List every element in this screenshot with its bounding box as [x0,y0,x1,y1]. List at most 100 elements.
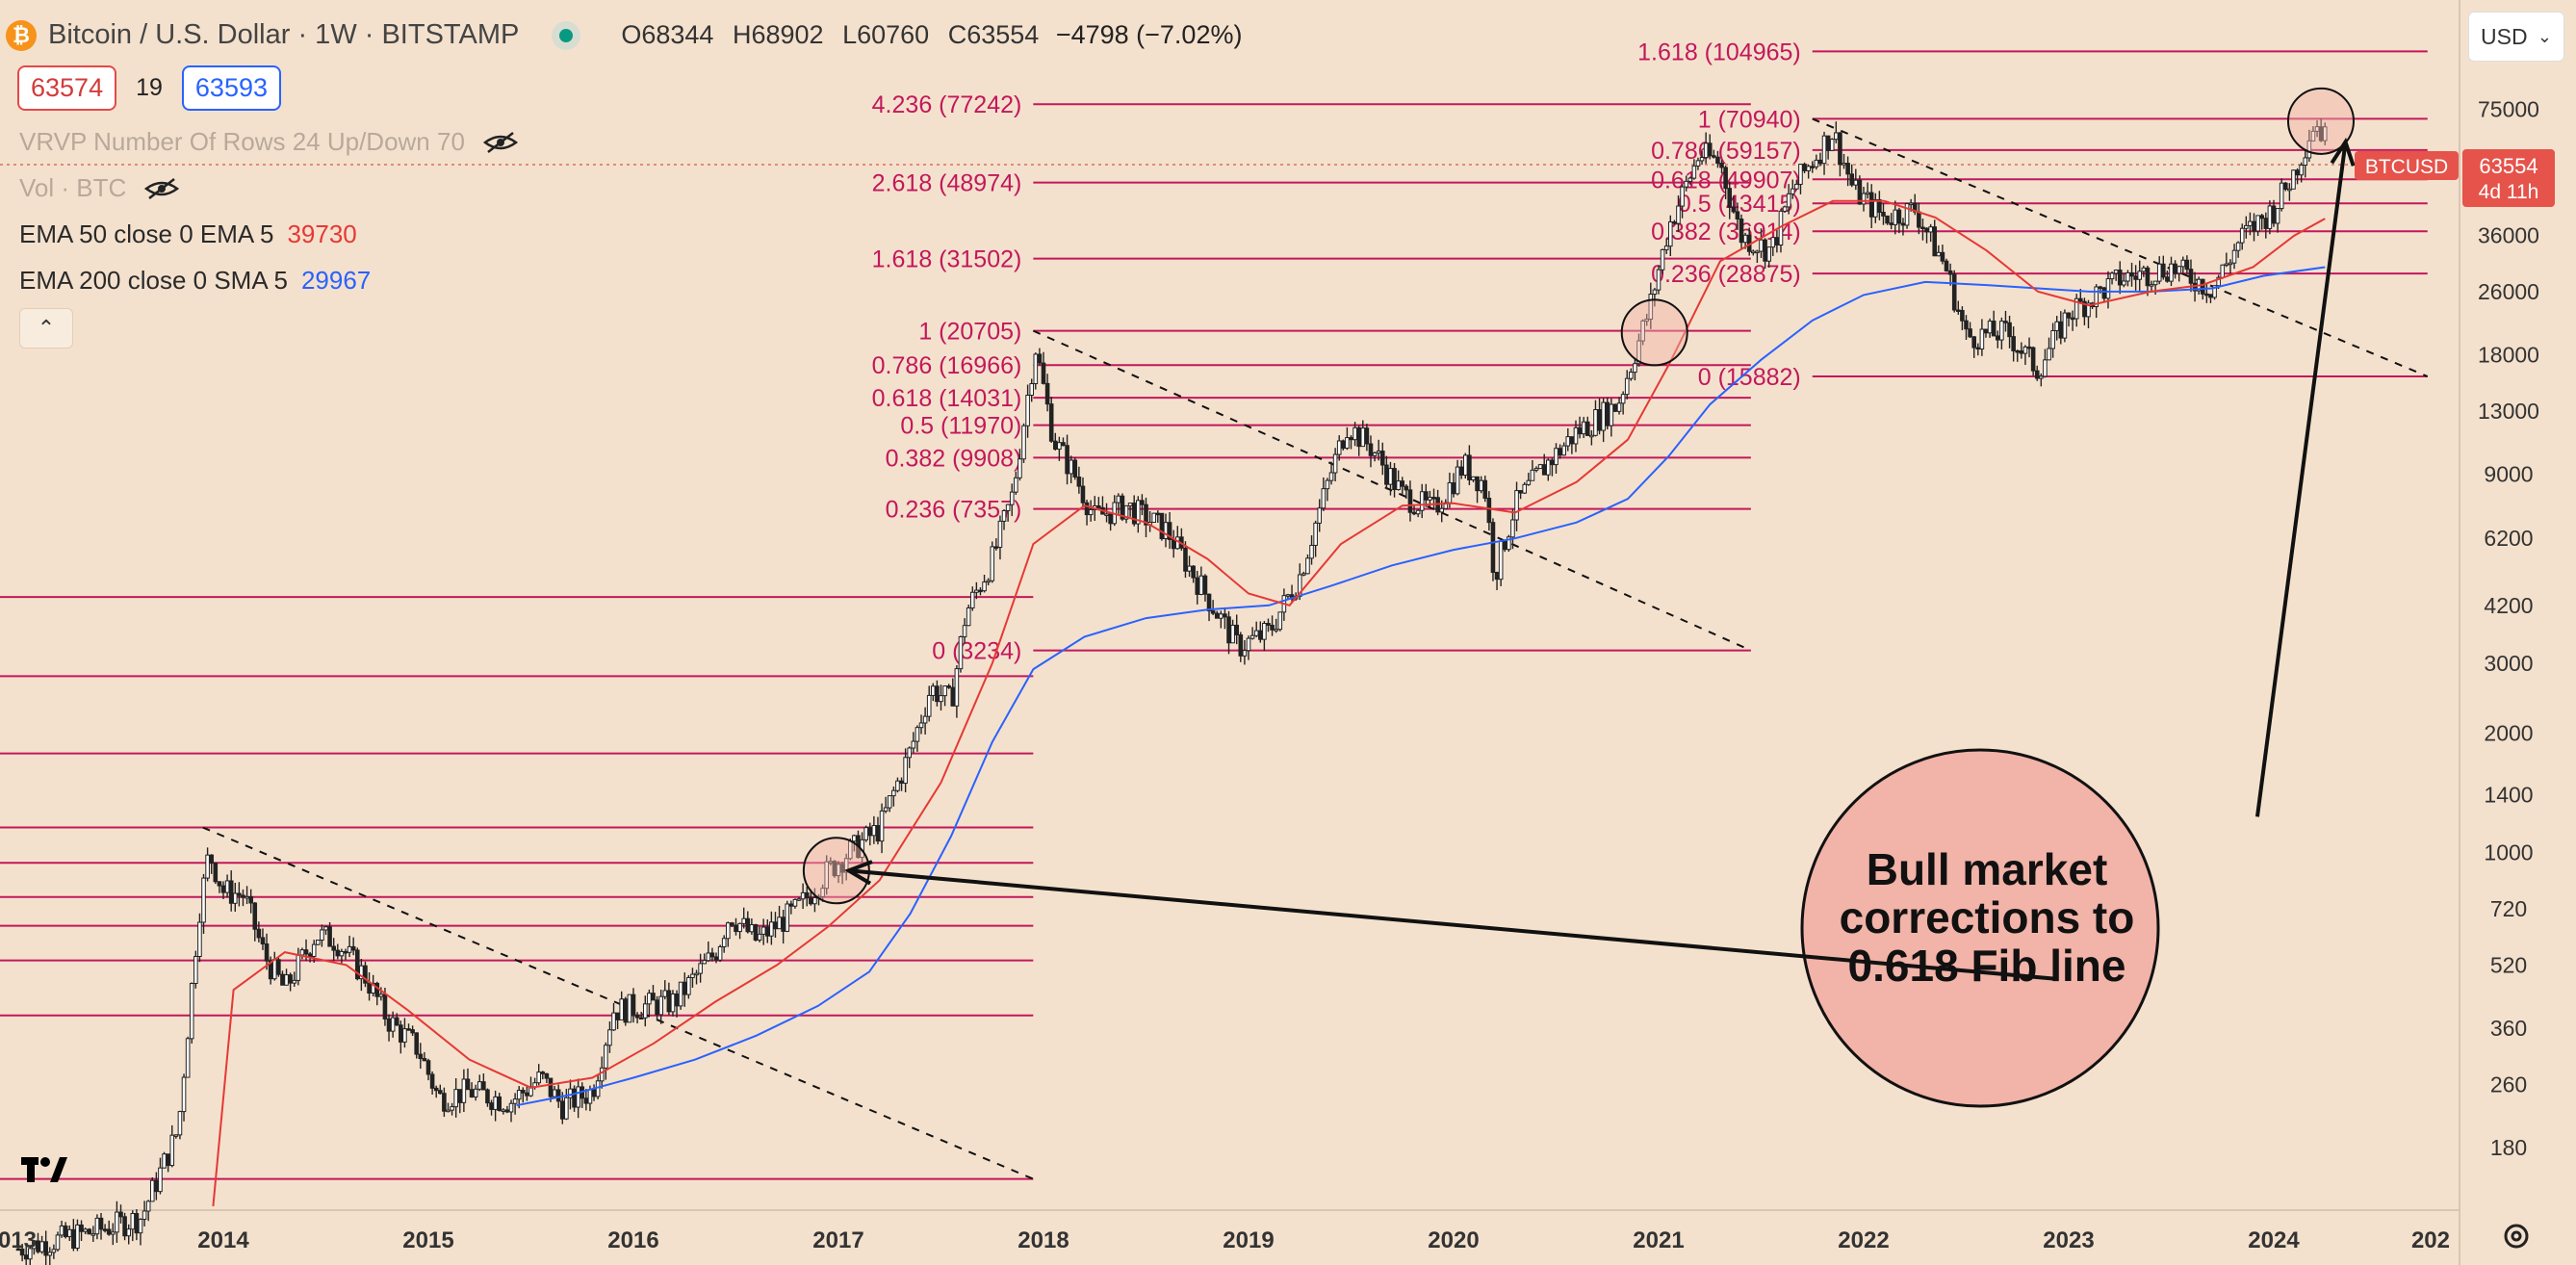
candle-body [713,956,719,961]
x-axis-tick-label: 2024 [2248,1227,2300,1253]
candle-body [1522,483,1528,494]
candle-body [726,922,731,940]
candle-body [2231,249,2237,264]
indicator-vrvp[interactable]: VRVP Number Of Rows 24 Up/Down 70 [19,127,519,157]
indicator-ema50[interactable]: EMA 50 close 0 EMA 5 39730 [19,219,357,249]
candle-body [764,926,770,937]
candle-body [382,994,388,1020]
collapse-legend-button[interactable]: ⌃ [19,308,73,349]
candle-body [1195,577,1200,595]
buy-price-button[interactable]: 63593 [181,65,281,111]
candle-body [173,1134,179,1137]
candle-body [2299,164,2304,176]
candle-body [634,1014,640,1019]
candle-body [741,917,746,924]
candle-body [1794,183,1799,190]
candle-body [627,994,632,1023]
candle-body [367,982,372,994]
candle-body [158,1167,163,1193]
indicator-ema200[interactable]: EMA 200 close 0 SMA 5 29967 [19,266,371,296]
candle-body [1072,459,1078,478]
candle-body [1025,395,1030,426]
arrow-line [2254,142,2348,817]
callout-bubble [1800,748,2160,1108]
candle-body [1136,500,1141,525]
indicator-volume[interactable]: Vol · BTC [19,173,180,203]
candle-body [966,607,971,627]
candle-body [39,1241,44,1252]
candle-body [489,1102,494,1110]
candle-body [1507,536,1511,551]
candle-body [1558,448,1562,456]
candle-body [2122,280,2126,286]
candle-body [2022,346,2028,354]
candle-body [1328,472,1334,481]
candle-body [1782,206,1788,212]
candle-body [824,861,830,890]
candle-body [130,1213,136,1230]
tradingview-logo[interactable] [21,1153,67,1196]
candle-body [631,994,636,1016]
candle-body [599,1067,605,1082]
symbol-row[interactable]: ₿ Bitcoin / U.S. Dollar · 1W · BITSTAMP … [6,19,1242,51]
candle-body [1187,565,1192,572]
hidden-eye-icon[interactable] [143,177,180,200]
candle-body [611,1012,616,1031]
candle-body [1667,221,1673,247]
candle-body [327,926,332,947]
candle-body [399,1024,403,1043]
y-axis-tick-label: 1000 [2484,839,2533,865]
candle-body [363,965,368,984]
candle-body [1253,630,1259,636]
sell-price-button[interactable]: 63574 [17,65,117,111]
candle-body [1857,179,1863,205]
candle-body [745,917,751,933]
candle-body [1183,547,1188,572]
candle-body [796,898,802,901]
hidden-eye-icon[interactable] [482,131,519,154]
candle-body [1191,565,1196,579]
candle-body [1581,421,1586,435]
y-axis-tick-label: 36000 [2478,223,2539,248]
fib-level-label: 1 (20705) [918,319,1021,346]
candle-body [1171,538,1176,550]
market-status-icon[interactable] [552,20,581,50]
candle-body [749,924,755,933]
candle-body [1676,205,1681,224]
candle-body [1044,382,1050,405]
candle-body [1048,403,1054,442]
y-axis-tick-label: 2000 [2484,721,2533,746]
y-axis-tick-label: 260 [2490,1071,2527,1097]
candle-body [461,1078,467,1103]
candle-body [1455,466,1460,495]
gear-icon[interactable] [2499,1219,2534,1253]
candle-body [604,1045,608,1069]
candle-body [1829,139,1835,151]
candle-body [2094,286,2099,308]
currency-select[interactable]: USD ⌄ [2468,12,2564,62]
candle-body [437,1090,443,1095]
candle-body [1719,163,1724,168]
y-axis-tick-label: 26000 [2478,279,2539,304]
candle-body [1415,509,1421,515]
candle-body [51,1249,57,1253]
arrow-head [844,860,873,886]
candle-body [1904,203,1910,226]
candle-body [2310,130,2316,142]
candle-body [1379,451,1385,466]
candle-body [2026,346,2032,349]
price-tag-symbol: BTCUSD [2365,156,2448,178]
candle-body [686,976,691,995]
fib-level-label: 1 (70940) [1698,106,1801,133]
candle-body [111,1231,116,1235]
x-axis-tick-label: 2020 [1428,1227,1479,1253]
candle-body [2235,242,2241,251]
candle-body [785,903,790,932]
candle-body [2050,329,2055,349]
symbol-title[interactable]: Bitcoin / U.S. Dollar · 1W · BITSTAMP [48,19,520,50]
candle-body [414,1032,420,1055]
candle-body [2200,278,2205,295]
y-axis-tick-label: 3000 [2484,651,2533,676]
candle-body [323,926,328,931]
